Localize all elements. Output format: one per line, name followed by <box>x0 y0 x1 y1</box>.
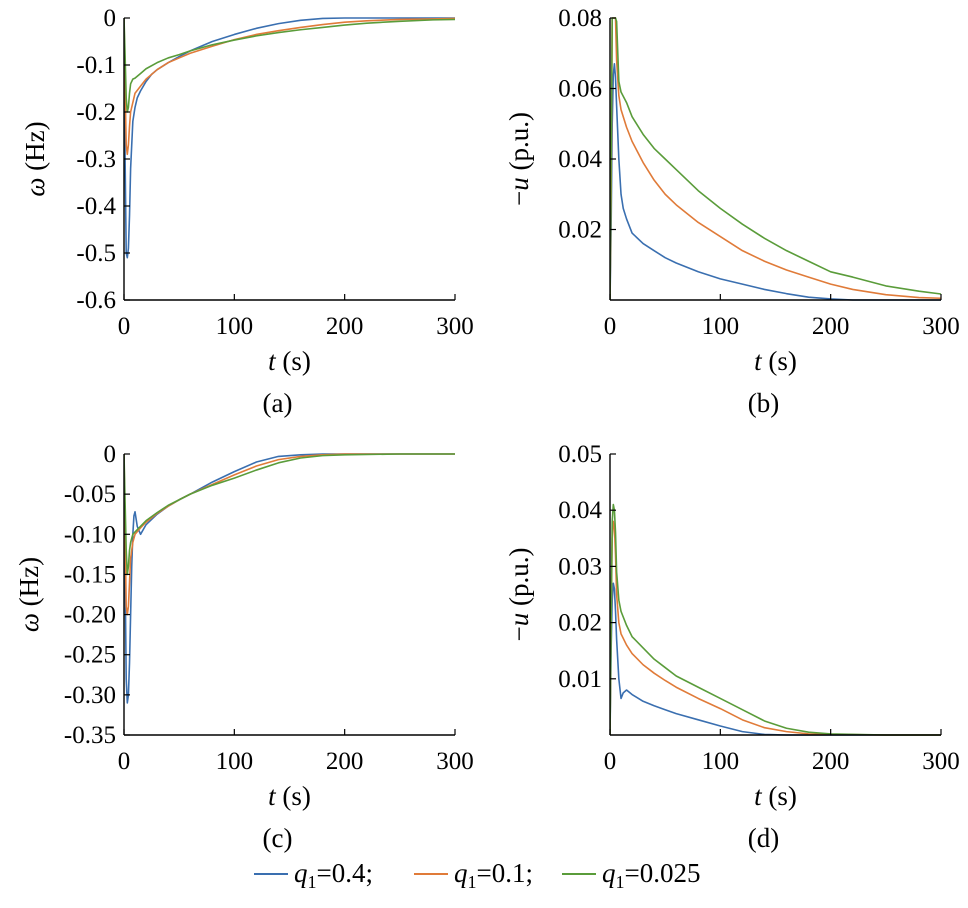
series-line-q10.4 <box>124 453 455 704</box>
x-axis-label: t (s) <box>268 781 311 811</box>
x-tick-label: 200 <box>326 313 364 340</box>
y-axis-label: −u (p.u.) <box>504 548 534 642</box>
y-axis-label: −u (p.u.) <box>504 112 534 206</box>
panel-label: (d) <box>748 823 779 853</box>
y-tick-label: 0.05 <box>558 441 602 468</box>
panel-label: (a) <box>263 388 293 418</box>
x-tick-label: 200 <box>812 748 850 775</box>
y-tick-label: 0.01 <box>558 666 602 693</box>
x-tick-label: 0 <box>118 313 131 340</box>
y-tick-label: -0.2 <box>76 99 116 126</box>
x-tick-label: 100 <box>216 748 254 775</box>
x-tick-label: 200 <box>326 748 364 775</box>
x-tick-label: 300 <box>436 748 474 775</box>
x-axis-label: t (s) <box>754 346 797 376</box>
y-tick-label: 0 <box>104 441 117 468</box>
y-tick-label: 0.02 <box>558 610 602 637</box>
y-tick-label: -0.3 <box>76 146 116 173</box>
x-tick-label: 200 <box>812 313 850 340</box>
y-tick-label: 0.04 <box>558 146 602 173</box>
legend: q1=0.4; q1=0.1; q1=0.025 <box>254 858 700 892</box>
legend-label: q1=0.1; <box>454 858 533 892</box>
panel-d: 0 100 200 300 0.01 0.02 0.03 0.04 0.05 t (s) −u (p… <box>504 441 960 853</box>
x-tick-label: 0 <box>604 748 617 775</box>
y-tick-label: -0.25 <box>64 642 116 669</box>
y-tick-label: -0.15 <box>64 561 116 588</box>
legend-entry: q1=0.025 <box>562 858 700 892</box>
y-axis-label: ω (Hz) <box>14 557 44 632</box>
legend-entry: q1=0.1; <box>414 858 533 892</box>
y-tick-label: 0.04 <box>558 497 602 524</box>
x-tick-label: 300 <box>922 313 960 340</box>
y-tick-label: -0.35 <box>64 722 116 749</box>
legend-label: q1=0.4; <box>294 858 373 892</box>
series-group <box>610 503 941 736</box>
series-group <box>124 17 456 259</box>
y-tick-label: 0.03 <box>558 553 602 580</box>
series-group <box>610 17 942 301</box>
y-tick-label: 0.06 <box>558 76 602 103</box>
y-tick-label: -0.05 <box>64 481 116 508</box>
panel-b: 0 100 200 300 0.02 0.04 0.06 0.08 t (s) −u (p.u.)… <box>504 5 960 418</box>
y-tick-label: -0.20 <box>64 602 116 629</box>
series-line-q10.025 <box>610 503 941 736</box>
series-line-q10.1 <box>124 17 456 156</box>
series-line-q10.4 <box>124 17 455 259</box>
y-tick-label: -0.5 <box>76 240 116 267</box>
x-axis-label: t (s) <box>268 346 311 376</box>
x-tick-label: 100 <box>702 748 740 775</box>
x-tick-label: 0 <box>118 748 131 775</box>
y-axis-label: ω (Hz) <box>20 121 50 196</box>
panel-label: (b) <box>748 388 779 418</box>
x-tick-label: 300 <box>436 313 474 340</box>
series-line-q10.1 <box>124 453 455 616</box>
x-axis-label: t (s) <box>754 781 797 811</box>
panel-c: 0 100 200 300 0 -0.05 -0.10 -0.15 -0.20 -0.25 -0.3… <box>14 441 474 853</box>
legend-entry: q1=0.4; <box>254 858 373 892</box>
x-tick-label: 300 <box>922 748 960 775</box>
panel-a: 0 100 200 300 0 -0.1 -0.2 -0.3 -0.4 -0.5 -0.6 t (s)… <box>20 5 474 418</box>
panels: 0 100 200 300 0 -0.1 -0.2 -0.3 -0.4 -0.5 -0.6 t (s)… <box>14 5 960 853</box>
series-line-q10.4 <box>610 63 941 301</box>
y-tick-label: -0.6 <box>76 287 116 314</box>
y-tick-label: -0.1 <box>76 52 116 79</box>
y-tick-label: 0.02 <box>558 217 602 244</box>
series-line-q10.4 <box>610 582 941 736</box>
series-line-q10.025 <box>124 17 456 113</box>
y-tick-label: -0.30 <box>64 682 116 709</box>
y-tick-label: -0.4 <box>76 193 116 220</box>
y-tick-label: 0.08 <box>558 5 602 32</box>
series-line-q10.025 <box>610 17 942 301</box>
series-group <box>124 453 455 704</box>
series-line-q10.1 <box>610 17 942 301</box>
series-line-q10.1 <box>610 520 941 736</box>
x-tick-label: 100 <box>216 313 254 340</box>
legend-label: q1=0.025 <box>602 858 700 892</box>
y-tick-label: -0.10 <box>64 521 116 548</box>
x-tick-label: 100 <box>702 313 740 340</box>
y-tick-label: 0 <box>104 5 117 32</box>
series-line-q10.025 <box>124 453 455 576</box>
panel-label: (c) <box>263 823 293 853</box>
x-tick-label: 0 <box>604 313 617 340</box>
